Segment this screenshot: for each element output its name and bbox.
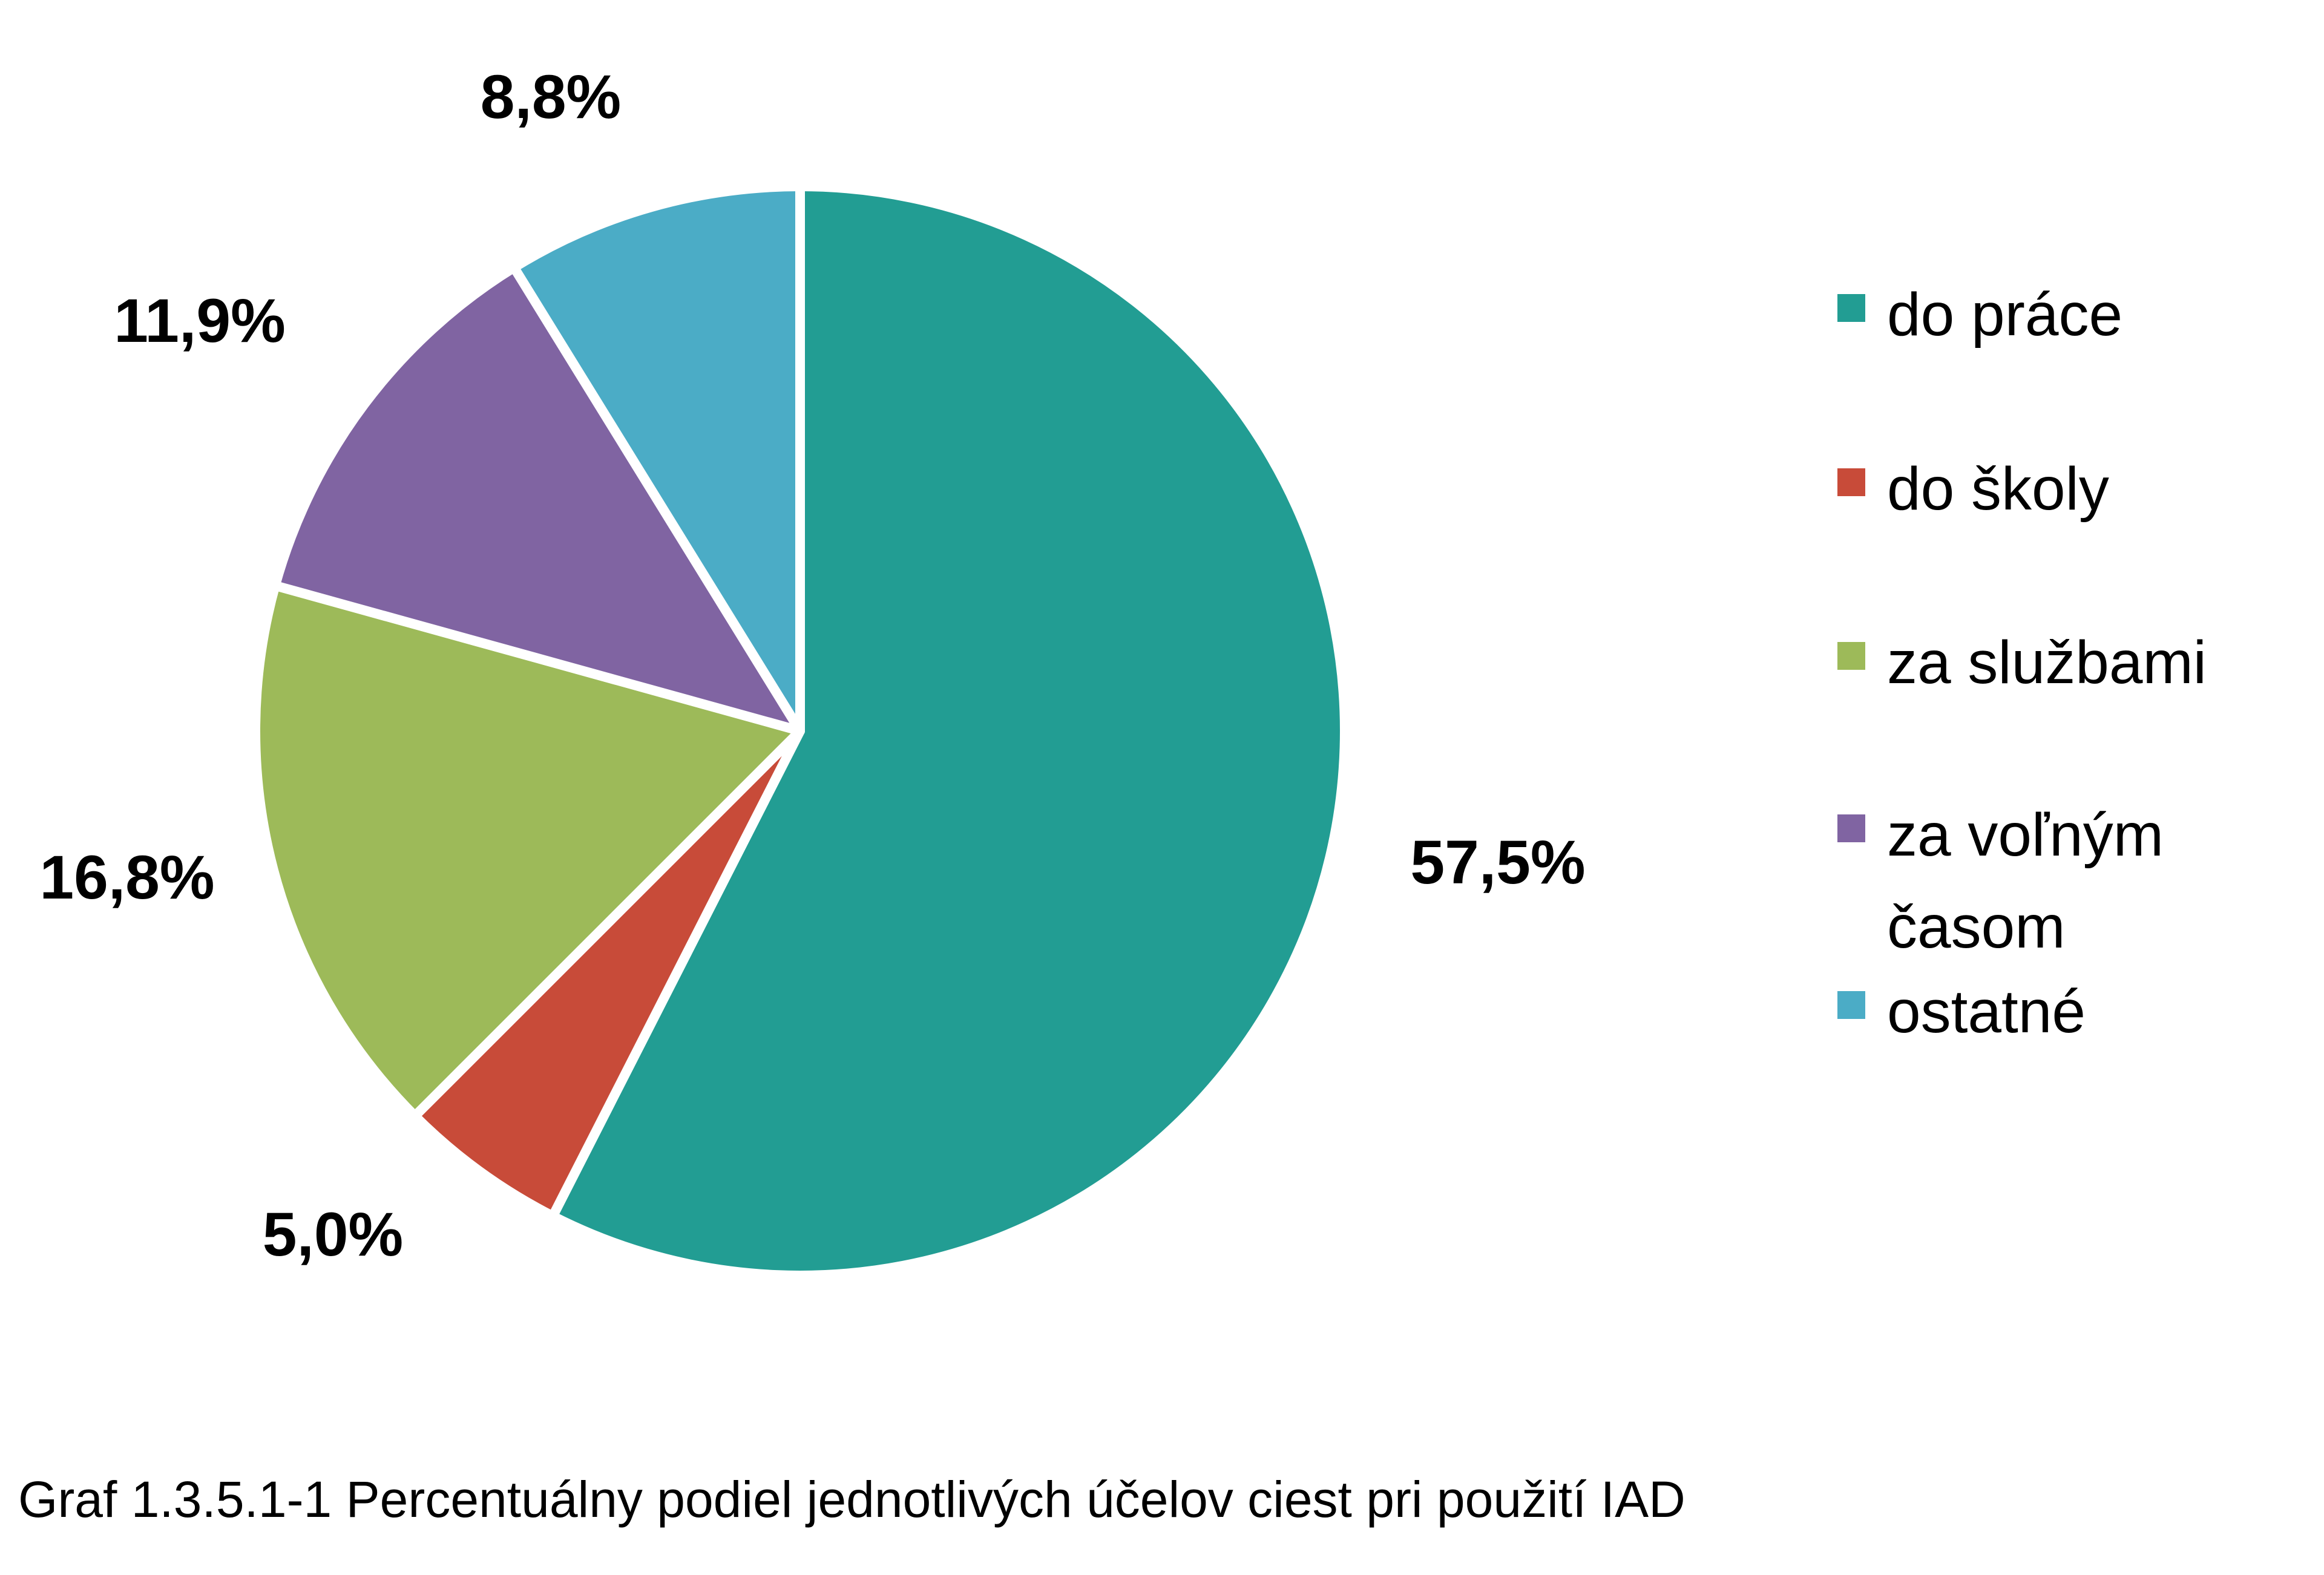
legend-swatch-5 bbox=[1837, 991, 1865, 1019]
data-label-2: 5,0% bbox=[263, 1200, 404, 1269]
legend-swatch-4 bbox=[1837, 814, 1865, 842]
legend-label-1: do práce bbox=[1887, 281, 2122, 349]
legend-label-3: za službami bbox=[1887, 629, 2207, 696]
pie-slice-1 bbox=[548, 182, 1350, 1280]
pie-slice-3 bbox=[251, 580, 805, 1121]
data-label-5: 8,8% bbox=[481, 62, 622, 131]
chart-caption: Graf 1.3.5.1-1 Percentuálny podiel jedno… bbox=[18, 1471, 1686, 1528]
legend-swatch-1 bbox=[1837, 294, 1865, 322]
legend-swatch-3 bbox=[1837, 642, 1865, 670]
pie-slices bbox=[251, 182, 1350, 1280]
data-label-3: 16,8% bbox=[39, 843, 214, 912]
data-label-1: 57,5% bbox=[1410, 828, 1585, 897]
legend-label-2: do školy bbox=[1887, 455, 2109, 523]
chart-legend: do práce do školy za službami za voľným časo… bbox=[1837, 281, 2207, 1046]
data-label-4: 11,9% bbox=[114, 286, 286, 355]
legend-label-5: ostatné bbox=[1887, 978, 2086, 1046]
pie-data-labels: 57,5% 5,0% 16,8% 11,9% 8,8% bbox=[39, 62, 1585, 1269]
legend-swatch-2 bbox=[1837, 468, 1865, 496]
pie-slice-2 bbox=[410, 726, 805, 1221]
legend-label-4: za voľným časom bbox=[1887, 801, 2164, 961]
pie-slice-5 bbox=[509, 182, 805, 736]
pie-slice-4 bbox=[270, 263, 805, 736]
